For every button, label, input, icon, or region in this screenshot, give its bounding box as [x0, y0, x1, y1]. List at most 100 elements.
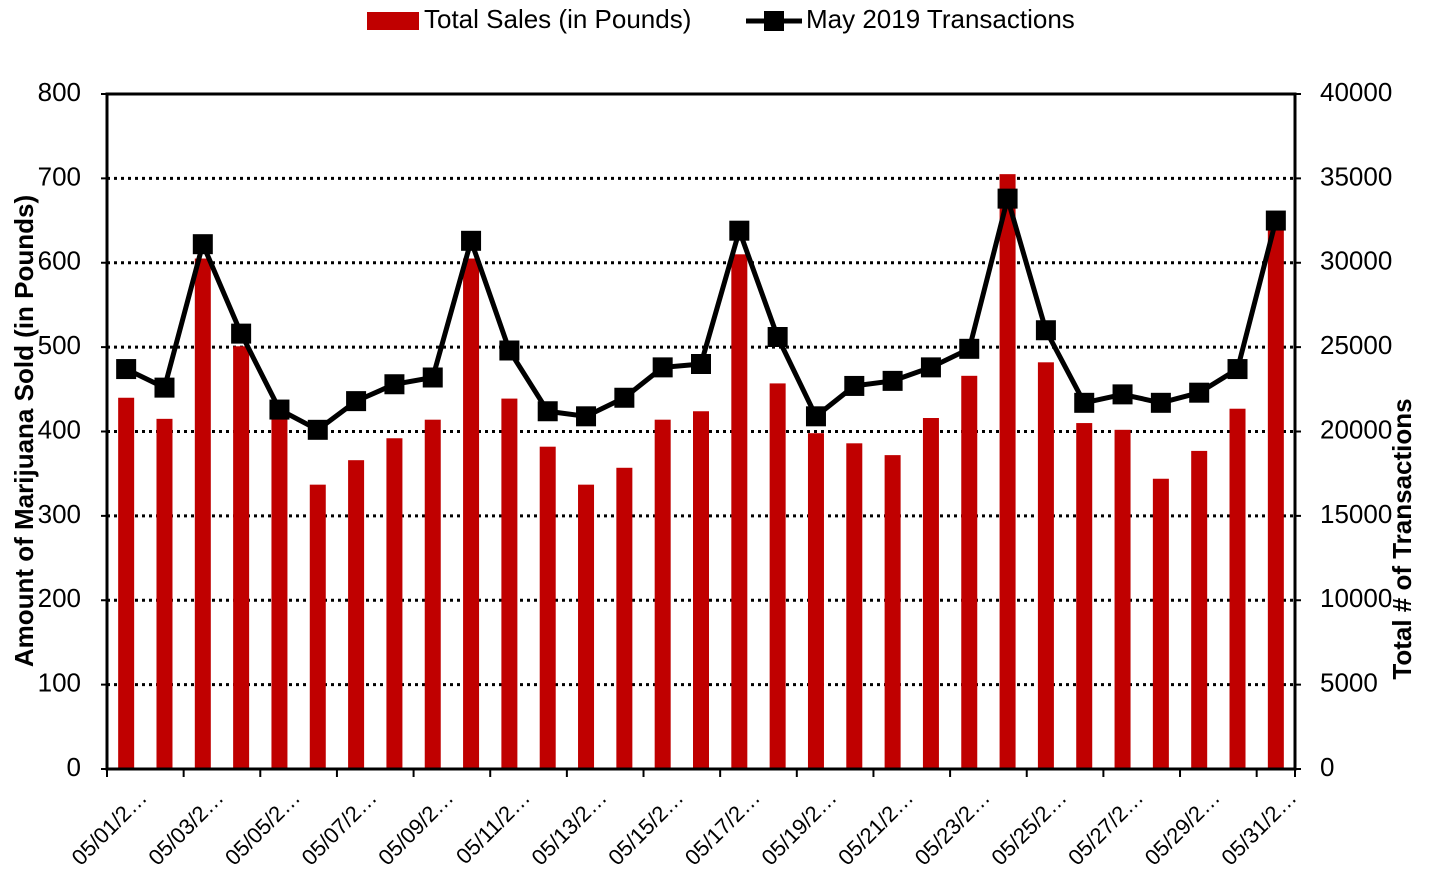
bar: [271, 418, 288, 769]
bar: [501, 398, 518, 769]
bar: [463, 258, 480, 769]
y2-tick-label: 35000: [1320, 161, 1392, 191]
bar: [846, 443, 863, 769]
x-tick-label: 05/07/2…: [297, 785, 382, 864]
line-marker: [997, 188, 1018, 209]
bar: [884, 455, 901, 769]
x-tick-label: 05/27/2…: [1063, 785, 1148, 864]
line-marker: [384, 374, 405, 395]
line-marker: [1227, 359, 1248, 380]
y-tick-label: 0: [67, 752, 81, 782]
line-marker: [499, 340, 520, 361]
x-tick-label: 05/29/2…: [1140, 785, 1225, 864]
x-tick-label: 05/25/2…: [986, 785, 1071, 864]
bar: [999, 174, 1016, 769]
y-axis-title: Amount of Marijuana Sold (in Pounds): [9, 195, 39, 667]
line-marker: [461, 230, 482, 251]
x-tick-label: 05/21/2…: [833, 785, 918, 864]
line-marker: [116, 359, 137, 380]
bar: [616, 467, 633, 769]
bar: [961, 375, 978, 769]
bar: [769, 383, 786, 769]
bar: [922, 418, 939, 769]
line-marker: [767, 327, 788, 347]
y-tick-label: 200: [38, 583, 81, 613]
line-marker: [805, 406, 826, 427]
x-tick-label: 05/15/2…: [603, 785, 688, 864]
legend-label: May 2019 Transactions: [806, 4, 1075, 34]
legend-label: Total Sales (in Pounds): [424, 4, 691, 34]
x-tick-label: 05/03/2…: [143, 785, 228, 864]
line-marker: [537, 401, 558, 422]
bar: [156, 418, 173, 769]
x-tick-label: 05/01/2…: [67, 785, 152, 864]
bar: [693, 411, 709, 769]
y2-axis-title: Total # of Transactions: [1387, 398, 1417, 679]
y2-tick-label: 0: [1320, 752, 1334, 782]
line-marker: [1189, 382, 1210, 403]
line: [125, 189, 1279, 433]
bar: [1191, 450, 1208, 769]
y2-tick-label: 15000: [1320, 499, 1392, 529]
bar: [309, 484, 326, 769]
legend-marker: [764, 11, 784, 31]
bar: [1152, 478, 1169, 769]
bar: [654, 419, 671, 769]
y-tick-label: 500: [38, 330, 81, 360]
bar: [539, 446, 556, 769]
bar: [1114, 429, 1131, 769]
bar: [194, 258, 211, 769]
bar: [424, 419, 441, 769]
x-tick-label: 05/17/2…: [680, 785, 765, 864]
line-marker: [652, 357, 673, 378]
line-marker: [920, 357, 941, 378]
y2-tick-label: 25000: [1320, 330, 1392, 360]
x-tick-label: 05/31/2…: [1216, 785, 1301, 864]
line-marker: [1035, 320, 1056, 341]
y2-tick-label: 20000: [1320, 414, 1392, 444]
x-tick-label: 05/13/2…: [527, 785, 612, 864]
x-tick-label: 05/09/2…: [373, 785, 458, 864]
line-marker: [614, 387, 635, 408]
legend-swatch: [367, 12, 419, 30]
line-marker: [959, 338, 980, 359]
bar: [731, 254, 748, 769]
line-marker: [844, 375, 865, 396]
y-tick-label: 800: [38, 77, 81, 107]
line-marker: [1150, 392, 1171, 413]
line-marker: [269, 399, 290, 420]
y-tick-label: 400: [38, 414, 81, 444]
y2-tick-label: 40000: [1320, 77, 1392, 107]
y2-tick-label: 5000: [1320, 668, 1378, 698]
x-tick-label: 05/05/2…: [220, 785, 305, 864]
x-tick-label: 05/23/2…: [910, 785, 995, 864]
bar: [1076, 423, 1093, 769]
line-marker: [882, 370, 903, 391]
bar: [1229, 408, 1246, 769]
plot-frame: [105, 92, 1297, 771]
line-marker: [1265, 210, 1286, 231]
y-tick-label: 600: [38, 246, 81, 276]
line-marker: [154, 377, 175, 398]
y-tick-label: 300: [38, 499, 81, 529]
bar: [348, 460, 365, 769]
line-marker: [729, 220, 750, 241]
bar: [233, 346, 250, 769]
line-marker: [231, 323, 252, 344]
line-marker: [422, 367, 443, 388]
x-tick-label: 05/11/2…: [451, 785, 535, 864]
y2-tick-label: 10000: [1320, 583, 1392, 613]
bar: [118, 397, 135, 769]
bar: [1267, 224, 1284, 769]
line-marker: [192, 234, 213, 255]
line-marker: [576, 406, 597, 427]
line-marker: [1112, 384, 1133, 405]
y2-tick-label: 30000: [1320, 246, 1392, 276]
bar: [386, 438, 403, 769]
y-tick-label: 700: [38, 161, 81, 191]
line-marker: [307, 419, 328, 440]
line-marker: [1074, 392, 1095, 413]
bar: [578, 484, 595, 769]
bar: [1037, 362, 1054, 769]
